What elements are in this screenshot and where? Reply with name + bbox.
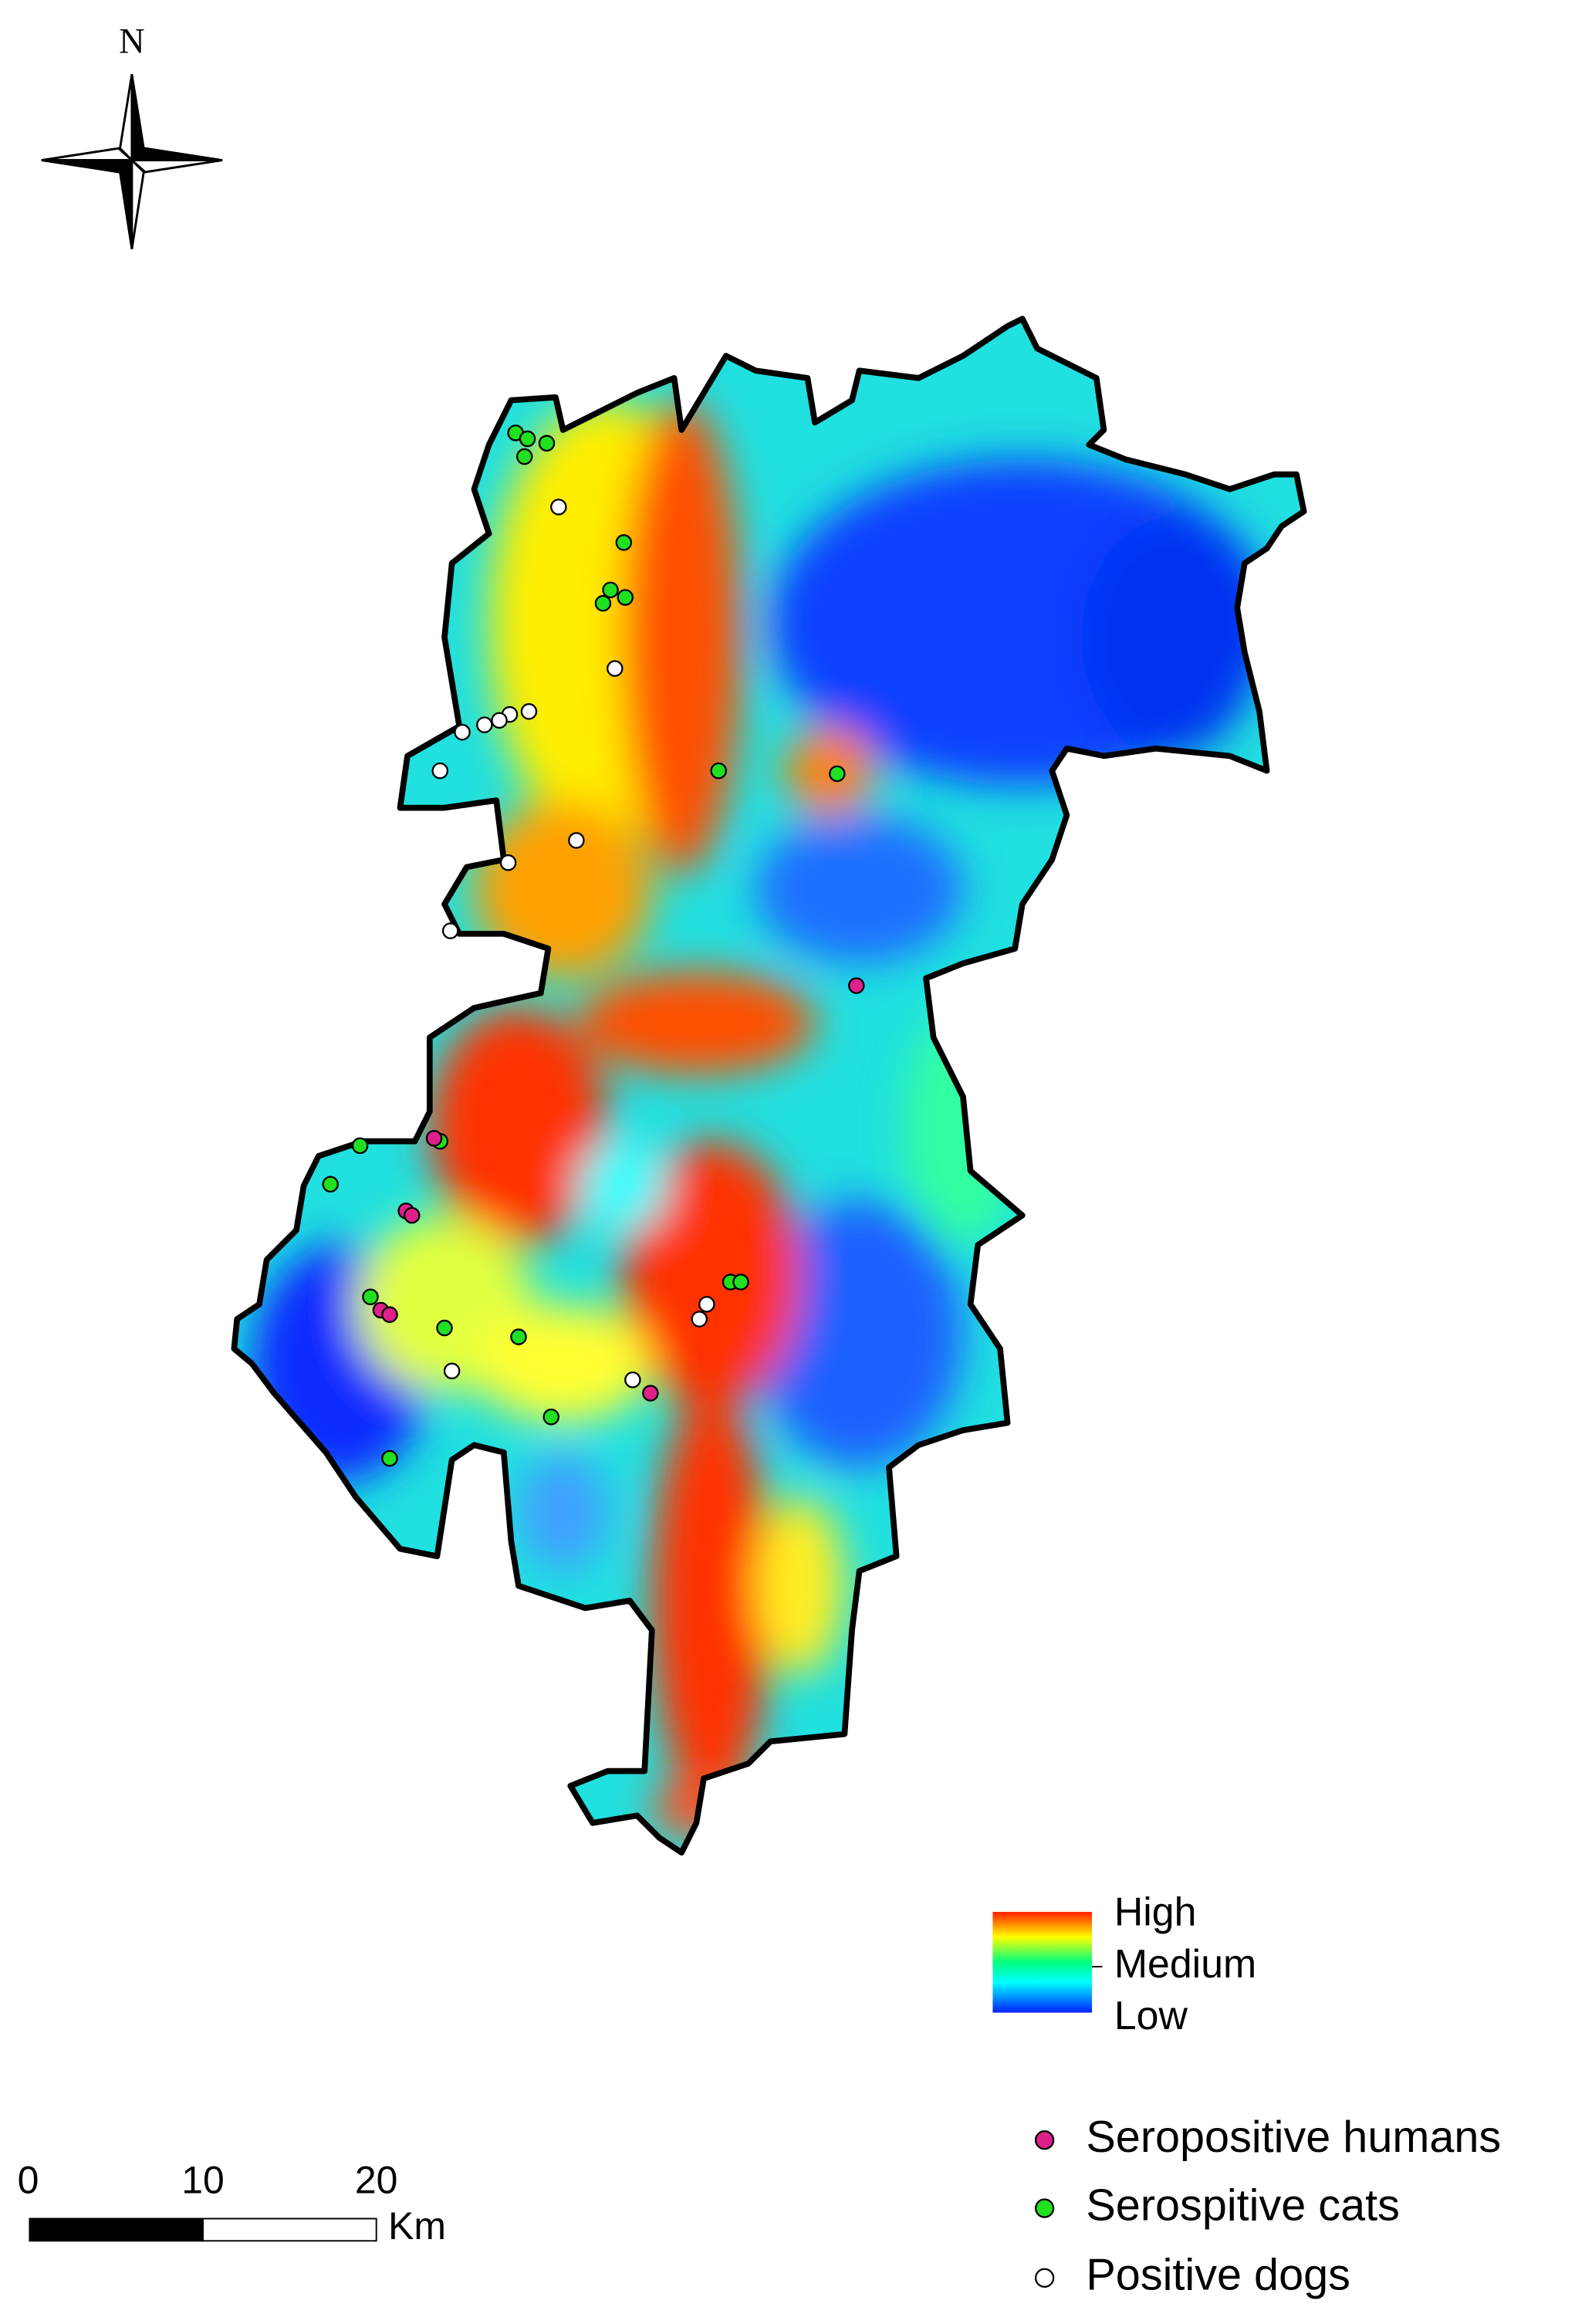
scale-label: 10	[181, 2159, 225, 2202]
risk-surface	[234, 318, 1304, 1853]
points	[322, 425, 865, 1467]
legend-high: High	[1114, 1889, 1197, 1934]
legend-marker	[1034, 2268, 1055, 2288]
dog-points	[431, 499, 715, 1389]
scale-unit: Km	[388, 2204, 446, 2248]
north-arrow	[41, 73, 223, 249]
north-label: N	[119, 21, 144, 60]
legend-label: Serospitive cats	[1086, 2180, 1400, 2230]
legend-low: Low	[1114, 1993, 1188, 2038]
scale-label: 20	[355, 2159, 398, 2202]
legend-marker	[1034, 2130, 1055, 2150]
cat-points	[322, 425, 846, 1467]
human-points	[372, 977, 865, 1402]
legend-marker	[1034, 2198, 1055, 2218]
legend-label: Seropositive humans	[1086, 2113, 1501, 2162]
legend-ramp	[992, 1912, 1093, 2013]
scale-bar-segment	[202, 2217, 377, 2242]
scale-label: 0	[18, 2159, 39, 2202]
legend-label: Positive dogs	[1086, 2251, 1350, 2300]
scale-bar-segment	[29, 2217, 204, 2242]
legend-medium: Medium	[1114, 1941, 1256, 1986]
